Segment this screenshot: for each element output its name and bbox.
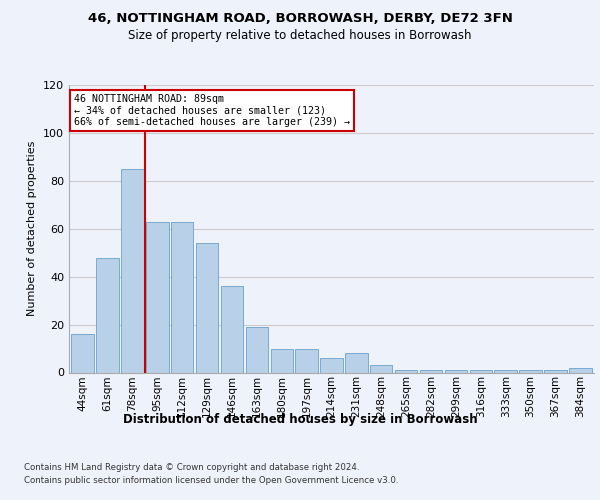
Bar <box>320 358 343 372</box>
Bar <box>146 222 169 372</box>
Bar <box>470 370 492 372</box>
Y-axis label: Number of detached properties: Number of detached properties <box>28 141 37 316</box>
Bar <box>569 368 592 372</box>
Text: Contains HM Land Registry data © Crown copyright and database right 2024.: Contains HM Land Registry data © Crown c… <box>24 462 359 471</box>
Bar <box>445 370 467 372</box>
Bar <box>171 222 193 372</box>
Text: 46, NOTTINGHAM ROAD, BORROWASH, DERBY, DE72 3FN: 46, NOTTINGHAM ROAD, BORROWASH, DERBY, D… <box>88 12 512 26</box>
Bar <box>520 370 542 372</box>
Bar <box>370 366 392 372</box>
Bar <box>121 169 143 372</box>
Text: Contains public sector information licensed under the Open Government Licence v3: Contains public sector information licen… <box>24 476 398 485</box>
Bar <box>345 354 368 372</box>
Text: Size of property relative to detached houses in Borrowash: Size of property relative to detached ho… <box>128 29 472 42</box>
Bar <box>196 243 218 372</box>
Bar <box>271 348 293 372</box>
Bar <box>420 370 442 372</box>
Text: 46 NOTTINGHAM ROAD: 89sqm
← 34% of detached houses are smaller (123)
66% of semi: 46 NOTTINGHAM ROAD: 89sqm ← 34% of detac… <box>74 94 350 127</box>
Bar <box>544 370 566 372</box>
Text: Distribution of detached houses by size in Borrowash: Distribution of detached houses by size … <box>122 412 478 426</box>
Bar <box>97 258 119 372</box>
Bar <box>71 334 94 372</box>
Bar <box>295 348 318 372</box>
Bar <box>245 327 268 372</box>
Bar <box>494 370 517 372</box>
Bar <box>395 370 418 372</box>
Bar <box>221 286 243 372</box>
